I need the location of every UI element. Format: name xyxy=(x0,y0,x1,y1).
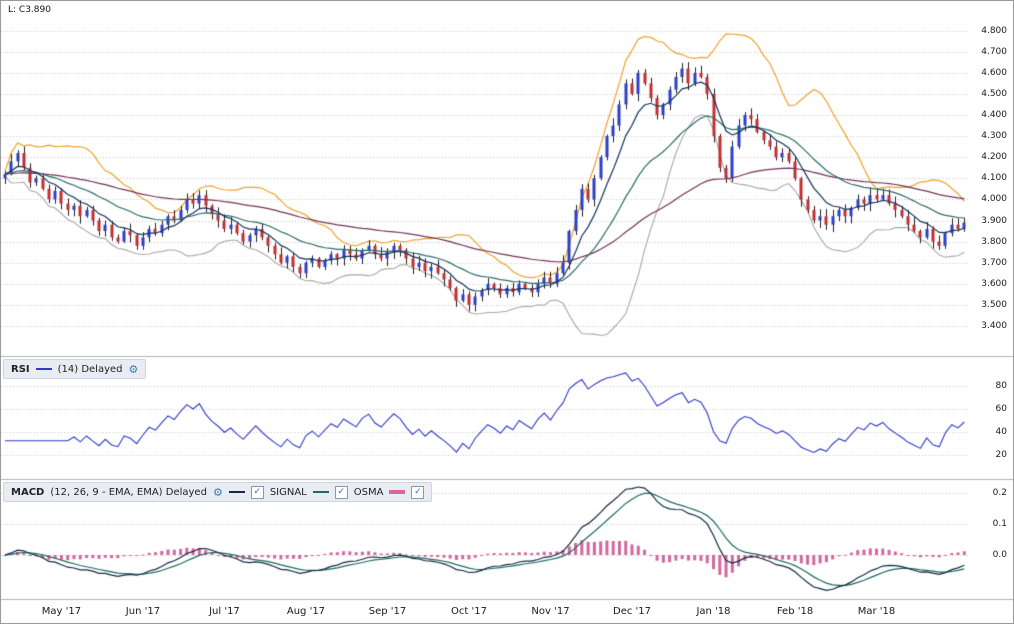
x-axis-label: Feb '18 xyxy=(776,606,814,617)
price-axis-label: 4.800 xyxy=(981,25,1007,36)
x-axis-label: Jul '17 xyxy=(209,606,240,617)
osma-visibility-checkbox[interactable]: ✓ xyxy=(411,485,425,499)
price-axis-label: 3.500 xyxy=(981,299,1007,310)
macd-axis-label: 0.0 xyxy=(992,550,1007,560)
x-axis-label: Jun '17 xyxy=(125,606,161,617)
x-axis-label: Jan '18 xyxy=(696,606,731,617)
macd-axis-label: 0.1 xyxy=(992,519,1007,529)
macd-title: MACD xyxy=(11,486,45,498)
macd-header: MACD (12, 26, 9 - EMA, EMA) Delayed ⚙ ✓ … xyxy=(3,482,433,502)
price-axis-label: 4.400 xyxy=(981,110,1007,120)
rsi-header: RSI (14) Delayed ⚙ xyxy=(3,359,147,379)
rsi-line-sample xyxy=(35,368,52,370)
signal-label: SIGNAL xyxy=(269,486,307,498)
x-axis-label: May '17 xyxy=(41,606,82,617)
rsi-axis-label: 60 xyxy=(995,404,1007,414)
price-axis-label: 4.200 xyxy=(981,152,1007,163)
price-axis-label: 4.000 xyxy=(981,194,1007,205)
osma-label: OSMA xyxy=(353,486,384,498)
price-axis-label: 3.400 xyxy=(981,321,1007,331)
price-axis-label: 3.900 xyxy=(981,215,1007,226)
macd-params: (12, 26, 9 - EMA, EMA) Delayed xyxy=(50,486,207,498)
macd-line-sample xyxy=(228,491,245,493)
price-axis-label: 4.700 xyxy=(981,46,1007,57)
price-axis-label: 4.500 xyxy=(981,88,1007,99)
price-axis-label: 3.600 xyxy=(981,278,1007,289)
x-axis-label: Oct '17 xyxy=(450,606,487,617)
x-axis-label: Sep '17 xyxy=(368,606,407,617)
signal-line-sample xyxy=(312,491,329,493)
price-axis-label: 3.700 xyxy=(981,257,1007,268)
price-axis-label: 4.600 xyxy=(981,67,1007,78)
price-axis-label: 3.800 xyxy=(981,236,1007,247)
x-axis-label: Dec '17 xyxy=(612,606,652,617)
rsi-params: (14) Delayed xyxy=(57,363,123,375)
rsi-settings-icon[interactable]: ⚙ xyxy=(128,362,139,376)
x-axis-label: Mar '18 xyxy=(857,606,896,617)
signal-visibility-checkbox[interactable]: ✓ xyxy=(334,485,348,499)
last-price-label: L: C3.890 xyxy=(8,5,51,15)
price-axis-label: 4.300 xyxy=(981,131,1007,142)
rsi-axis-label: 80 xyxy=(995,381,1007,391)
rsi-axis-label: 40 xyxy=(995,427,1007,437)
x-axis-label: Nov '17 xyxy=(531,606,570,617)
macd-settings-icon[interactable]: ⚙ xyxy=(212,485,223,499)
rsi-title: RSI xyxy=(11,363,30,375)
price-axis-label: 4.100 xyxy=(981,173,1007,184)
macd-axis-label: 0.2 xyxy=(992,488,1007,498)
macd-visibility-checkbox[interactable]: ✓ xyxy=(250,485,264,499)
osma-sample xyxy=(389,490,406,494)
rsi-axis-label: 20 xyxy=(995,450,1007,460)
x-axis-label: Aug '17 xyxy=(286,606,326,617)
